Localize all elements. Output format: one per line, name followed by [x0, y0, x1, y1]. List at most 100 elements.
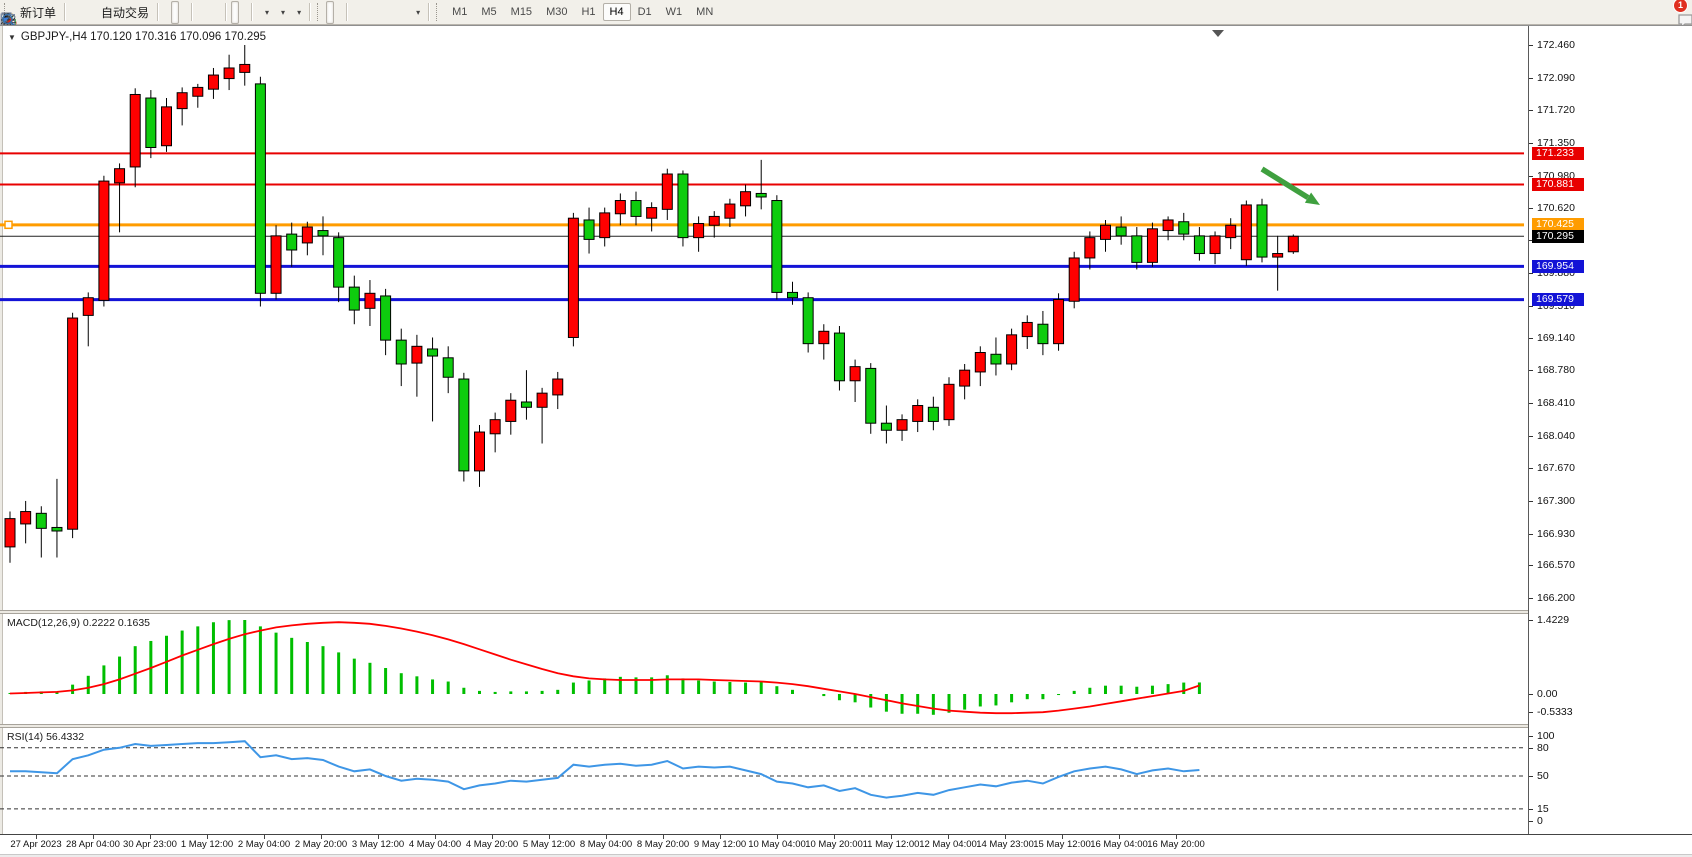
- candle-down[interactable]: [771, 200, 783, 293]
- candle-down[interactable]: [630, 200, 642, 217]
- candle-up[interactable]: [912, 405, 924, 422]
- candle-up[interactable]: [98, 180, 110, 301]
- panel-separator[interactable]: [0, 610, 1692, 614]
- timeframe-button-mn[interactable]: MN: [696, 6, 714, 18]
- candle-down[interactable]: [677, 173, 689, 239]
- candle-up[interactable]: [693, 222, 705, 239]
- candle-up[interactable]: [161, 106, 172, 147]
- time-axis[interactable]: 27 Apr 2023 28 Apr 04:00 30 Apr 23:00 1 May…: [0, 834, 1692, 855]
- chart-shift-marker[interactable]: [1212, 30, 1224, 37]
- candle-down[interactable]: [348, 286, 360, 311]
- candle-up[interactable]: [192, 86, 204, 97]
- candle-down[interactable]: [880, 422, 892, 431]
- news-button[interactable]: [1, 1, 78, 27]
- timeframe-button-d1[interactable]: D1: [637, 6, 652, 18]
- candle-down[interactable]: [583, 219, 595, 240]
- candle-up[interactable]: [301, 226, 313, 244]
- search-button[interactable]: [2, 1, 1670, 28]
- candle-down[interactable]: [787, 291, 798, 299]
- trendline-button[interactable]: [1, 1, 376, 26]
- zoom-in-button[interactable]: [1, 1, 205, 27]
- timeframe-button-w1[interactable]: W1: [665, 6, 683, 18]
- candle-down[interactable]: [35, 512, 47, 529]
- candle-down[interactable]: [145, 97, 157, 149]
- candle-down[interactable]: [1115, 226, 1127, 237]
- candle-down[interactable]: [427, 348, 439, 357]
- candle-up[interactable]: [818, 330, 830, 345]
- candle-up[interactable]: [1021, 321, 1033, 338]
- candle-up[interactable]: [223, 67, 235, 80]
- line-chart-button[interactable]: [1, 1, 187, 24]
- cursor-button[interactable]: [4, 0, 335, 27]
- candle-down[interactable]: [442, 357, 454, 378]
- signal-button[interactable]: [2, 1, 94, 26]
- terminal-button[interactable]: [0, 1, 86, 27]
- candle-down[interactable]: [286, 233, 298, 251]
- candle-up[interactable]: [943, 383, 955, 421]
- toolbar-grip[interactable]: [4, 3, 9, 21]
- vertical-line-button[interactable]: [6, 1, 360, 26]
- candle-up[interactable]: [708, 215, 720, 226]
- candle-down[interactable]: [1037, 323, 1049, 345]
- candle-down[interactable]: [458, 378, 470, 472]
- candle-down[interactable]: [1131, 235, 1143, 263]
- candle-up[interactable]: [1068, 257, 1080, 302]
- candle-up[interactable]: [1006, 334, 1018, 365]
- templates-button[interactable]: ▾: [1, 1, 305, 25]
- macd-panel[interactable]: [0, 614, 1528, 724]
- indicators-button[interactable]: ▾: [0, 1, 273, 27]
- candle-down[interactable]: [254, 83, 266, 294]
- crosshair-button[interactable]: [1, 1, 342, 27]
- candle-up[interactable]: [1225, 224, 1237, 239]
- text-label-button[interactable]: T: [1, 1, 408, 26]
- candle-up[interactable]: [599, 212, 611, 239]
- candle-up[interactable]: [661, 173, 673, 210]
- arrows-button[interactable]: ▾: [3, 1, 424, 24]
- candle-up[interactable]: [176, 92, 188, 110]
- chart-shift-button[interactable]: [1, 1, 247, 25]
- candle-up[interactable]: [4, 518, 16, 548]
- panel-separator[interactable]: [0, 724, 1692, 728]
- candle-down[interactable]: [865, 367, 877, 424]
- candle-down[interactable]: [1178, 221, 1190, 235]
- candle-up[interactable]: [552, 378, 564, 396]
- candle-up[interactable]: [364, 292, 376, 309]
- candle-down[interactable]: [51, 526, 63, 532]
- candle-down[interactable]: [395, 339, 407, 365]
- timeframe-button-h4[interactable]: H4: [602, 3, 631, 21]
- line-handle[interactable]: [4, 220, 13, 230]
- candle-up[interactable]: [1272, 253, 1284, 258]
- candle-down[interactable]: [755, 192, 767, 198]
- candle-up[interactable]: [1146, 228, 1158, 263]
- candle-up[interactable]: [974, 352, 986, 373]
- candle-up[interactable]: [129, 93, 141, 168]
- auto-scroll-button[interactable]: [1, 0, 240, 27]
- candle-down[interactable]: [833, 332, 845, 382]
- candle-up[interactable]: [207, 74, 219, 90]
- candle-down[interactable]: [520, 401, 532, 408]
- candle-up[interactable]: [1084, 237, 1096, 259]
- candle-up[interactable]: [82, 297, 94, 316]
- candle-up[interactable]: [959, 369, 971, 387]
- candle-down[interactable]: [802, 297, 814, 345]
- timeframe-button-m5[interactable]: M5: [481, 6, 497, 18]
- price-axis[interactable]: 172.460 172.090 171.720 171.350 170.980 170.6…: [1528, 26, 1692, 834]
- horizontal-line-button[interactable]: [2, 1, 368, 24]
- candle-up[interactable]: [1209, 235, 1221, 255]
- candle-up[interactable]: [505, 399, 517, 422]
- candle-up[interactable]: [1287, 235, 1299, 253]
- candle-up[interactable]: [1240, 204, 1252, 261]
- notifications-button[interactable]: 1: [1673, 0, 1692, 29]
- candlestick-chart-button[interactable]: [2, 0, 180, 26]
- candle-up[interactable]: [114, 168, 126, 184]
- candle-up[interactable]: [536, 392, 548, 408]
- zoom-out-button[interactable]: [1, 1, 213, 27]
- candle-up[interactable]: [474, 431, 485, 472]
- timeframe-button-m1[interactable]: M1: [452, 6, 468, 18]
- candle-up[interactable]: [270, 235, 282, 294]
- candle-up[interactable]: [489, 419, 501, 435]
- annotation-arrow[interactable]: [1260, 166, 1310, 200]
- tile-windows-button[interactable]: [2, 1, 221, 26]
- channel-button[interactable]: E: [0, 1, 384, 28]
- text-button[interactable]: A: [3, 1, 400, 28]
